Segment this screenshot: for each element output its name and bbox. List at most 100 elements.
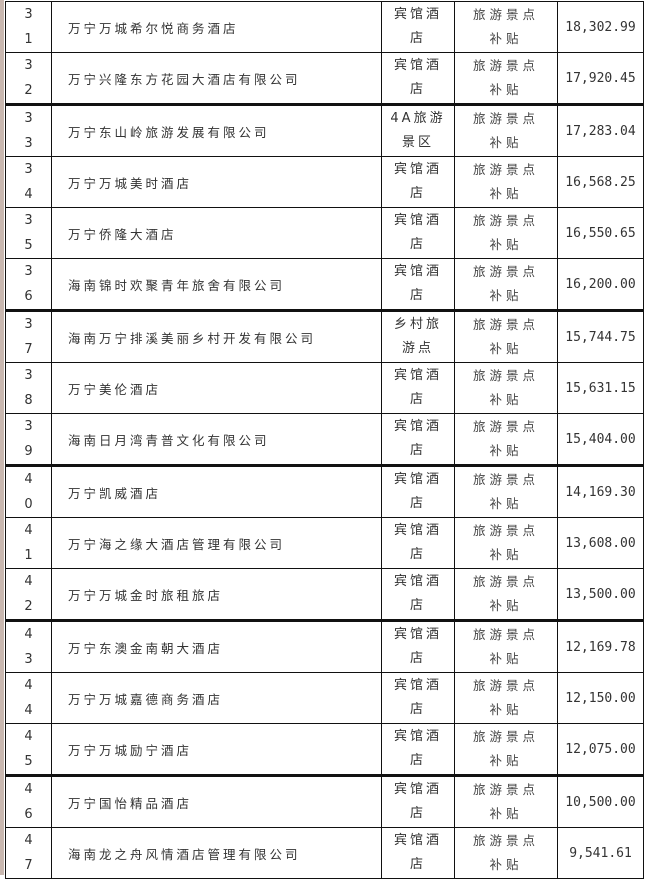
company-name-cell: 万宁东山岭旅游发展有限公司 [51,104,382,157]
subsidy-category: 旅游景点补贴 [472,213,539,252]
business-type: 宾馆酒店 [393,419,442,458]
amount-cell: 9,541.61 [557,827,644,879]
business-type: 宾馆酒店 [393,523,442,562]
business-type: 宾馆酒店 [393,264,442,303]
company-name: 万宁侨隆大酒店 [68,226,177,242]
type-cell: 宾馆酒店 [381,672,455,724]
type-cell: 宾馆酒店 [381,517,455,569]
company-name-cell: 万宁万城美时酒店 [51,156,382,208]
row-number: 33 [24,111,33,151]
page-edge [0,0,4,875]
amount-cell: 17,283.04 [557,104,644,157]
subsidy-amount: 15,631.15 [565,380,636,396]
subsidy-cell: 旅游景点补贴 [454,413,558,467]
subsidy-amount: 14,169.30 [565,484,636,500]
company-name-cell: 万宁东澳金南朝大酒店 [51,620,382,673]
row-number-cell: 43 [5,620,52,673]
amount-cell: 18,302.99 [557,1,644,53]
subsidy-amount: 17,283.04 [565,123,636,139]
amount-cell: 14,169.30 [557,465,644,518]
subsidy-amount: 10,500.00 [565,794,636,810]
type-cell: 宾馆酒店 [381,620,455,673]
company-name: 万宁万城美时酒店 [68,175,193,191]
amount-cell: 16,568.25 [557,156,644,208]
row-number: 39 [24,419,33,459]
amount-cell: 15,631.15 [557,362,644,414]
table-row: 39 海南日月湾青普文化有限公司 宾馆酒店 旅游景点补贴 15,404.00 [5,413,644,467]
row-number-cell: 31 [5,1,52,53]
row-number: 41 [24,523,33,563]
amount-cell: 12,075.00 [557,723,644,777]
row-number: 46 [24,782,33,822]
company-name: 海南龙之舟风情酒店管理有限公司 [68,846,301,862]
company-name: 万宁万城金时旅租旅店 [68,587,224,603]
company-name: 万宁凯威酒店 [68,485,162,501]
subsidy-cell: 旅游景点补贴 [454,207,558,259]
type-cell: 宾馆酒店 [381,258,455,312]
company-name: 万宁东澳金南朝大酒店 [68,640,224,656]
company-name-cell: 万宁美伦酒店 [51,362,382,414]
subsidy-category: 旅游景点补贴 [472,472,539,511]
row-number-cell: 47 [5,827,52,879]
subsidy-table: 31 万宁万城希尔悦商务酒店 宾馆酒店 旅游景点补贴 18,302.99 32 万宁兴隆东方… [5,1,644,879]
subsidy-amount: 9,541.61 [569,845,632,861]
table-row: 40 万宁凯威酒店 宾馆酒店 旅游景点补贴 14,169.30 [5,465,644,518]
row-number: 47 [24,833,33,873]
business-type: 宾馆酒店 [393,213,442,252]
type-cell: 乡村旅游点 [381,310,455,363]
row-number: 37 [24,317,33,357]
business-type: 宾馆酒店 [393,729,442,768]
row-number: 31 [24,7,33,47]
company-name: 万宁国怡精品酒店 [68,795,193,811]
amount-cell: 13,500.00 [557,568,644,622]
row-number: 36 [24,264,33,304]
subsidy-cell: 旅游景点补贴 [454,52,558,106]
company-name-cell: 海南龙之舟风情酒店管理有限公司 [51,827,382,879]
company-name-cell: 万宁国怡精品酒店 [51,775,382,828]
amount-cell: 17,920.45 [557,52,644,106]
table-row: 45 万宁万城励宁酒店 宾馆酒店 旅游景点补贴 12,075.00 [5,723,644,777]
subsidy-cell: 旅游景点补贴 [454,362,558,414]
row-number: 35 [24,213,33,253]
row-number-cell: 39 [5,413,52,467]
table-row: 31 万宁万城希尔悦商务酒店 宾馆酒店 旅游景点补贴 18,302.99 [5,1,644,53]
company-name: 海南万宁排溪美丽乡村开发有限公司 [68,330,317,346]
row-number: 32 [24,58,33,98]
type-cell: 宾馆酒店 [381,723,455,777]
row-number-cell: 46 [5,775,52,828]
row-number-cell: 33 [5,104,52,157]
table-row: 35 万宁侨隆大酒店 宾馆酒店 旅游景点补贴 16,550.65 [5,207,644,259]
table-row: 36 海南锦时欢聚青年旅舍有限公司 宾馆酒店 旅游景点补贴 16,200.00 [5,258,644,312]
subsidy-cell: 旅游景点补贴 [454,723,558,777]
subsidy-cell: 旅游景点补贴 [454,672,558,724]
subsidy-category: 旅游景点补贴 [472,419,539,458]
subsidy-amount: 17,920.45 [565,70,636,86]
table-row: 32 万宁兴隆东方花园大酒店有限公司 宾馆酒店 旅游景点补贴 17,920.45 [5,52,644,106]
subsidy-cell: 旅游景点补贴 [454,465,558,518]
table-row: 33 万宁东山岭旅游发展有限公司 4A旅游景区 旅游景点补贴 17,283.04 [5,104,644,157]
amount-cell: 15,744.75 [557,310,644,363]
amount-cell: 12,150.00 [557,672,644,724]
company-name: 万宁东山岭旅游发展有限公司 [68,124,270,140]
row-number: 42 [24,574,33,614]
row-number-cell: 35 [5,207,52,259]
subsidy-cell: 旅游景点补贴 [454,310,558,363]
subsidy-cell: 旅游景点补贴 [454,1,558,53]
company-name-cell: 海南日月湾青普文化有限公司 [51,413,382,467]
subsidy-amount: 12,075.00 [565,741,636,757]
type-cell: 宾馆酒店 [381,207,455,259]
company-name-cell: 万宁万城金时旅租旅店 [51,568,382,622]
company-name-cell: 海南万宁排溪美丽乡村开发有限公司 [51,310,382,363]
business-type: 宾馆酒店 [393,368,442,407]
row-number-cell: 37 [5,310,52,363]
type-cell: 宾馆酒店 [381,775,455,828]
company-name-cell: 万宁万城希尔悦商务酒店 [51,1,382,53]
type-cell: 宾馆酒店 [381,413,455,467]
type-cell: 宾馆酒店 [381,465,455,518]
subsidy-amount: 15,404.00 [565,431,636,447]
subsidy-category: 旅游景点补贴 [472,111,539,150]
table-row: 41 万宁海之缘大酒店管理有限公司 宾馆酒店 旅游景点补贴 13,608.00 [5,517,644,569]
subsidy-amount: 12,169.78 [565,639,636,655]
row-number-cell: 32 [5,52,52,106]
table-row: 44 万宁万城嘉德商务酒店 宾馆酒店 旅游景点补贴 12,150.00 [5,672,644,724]
